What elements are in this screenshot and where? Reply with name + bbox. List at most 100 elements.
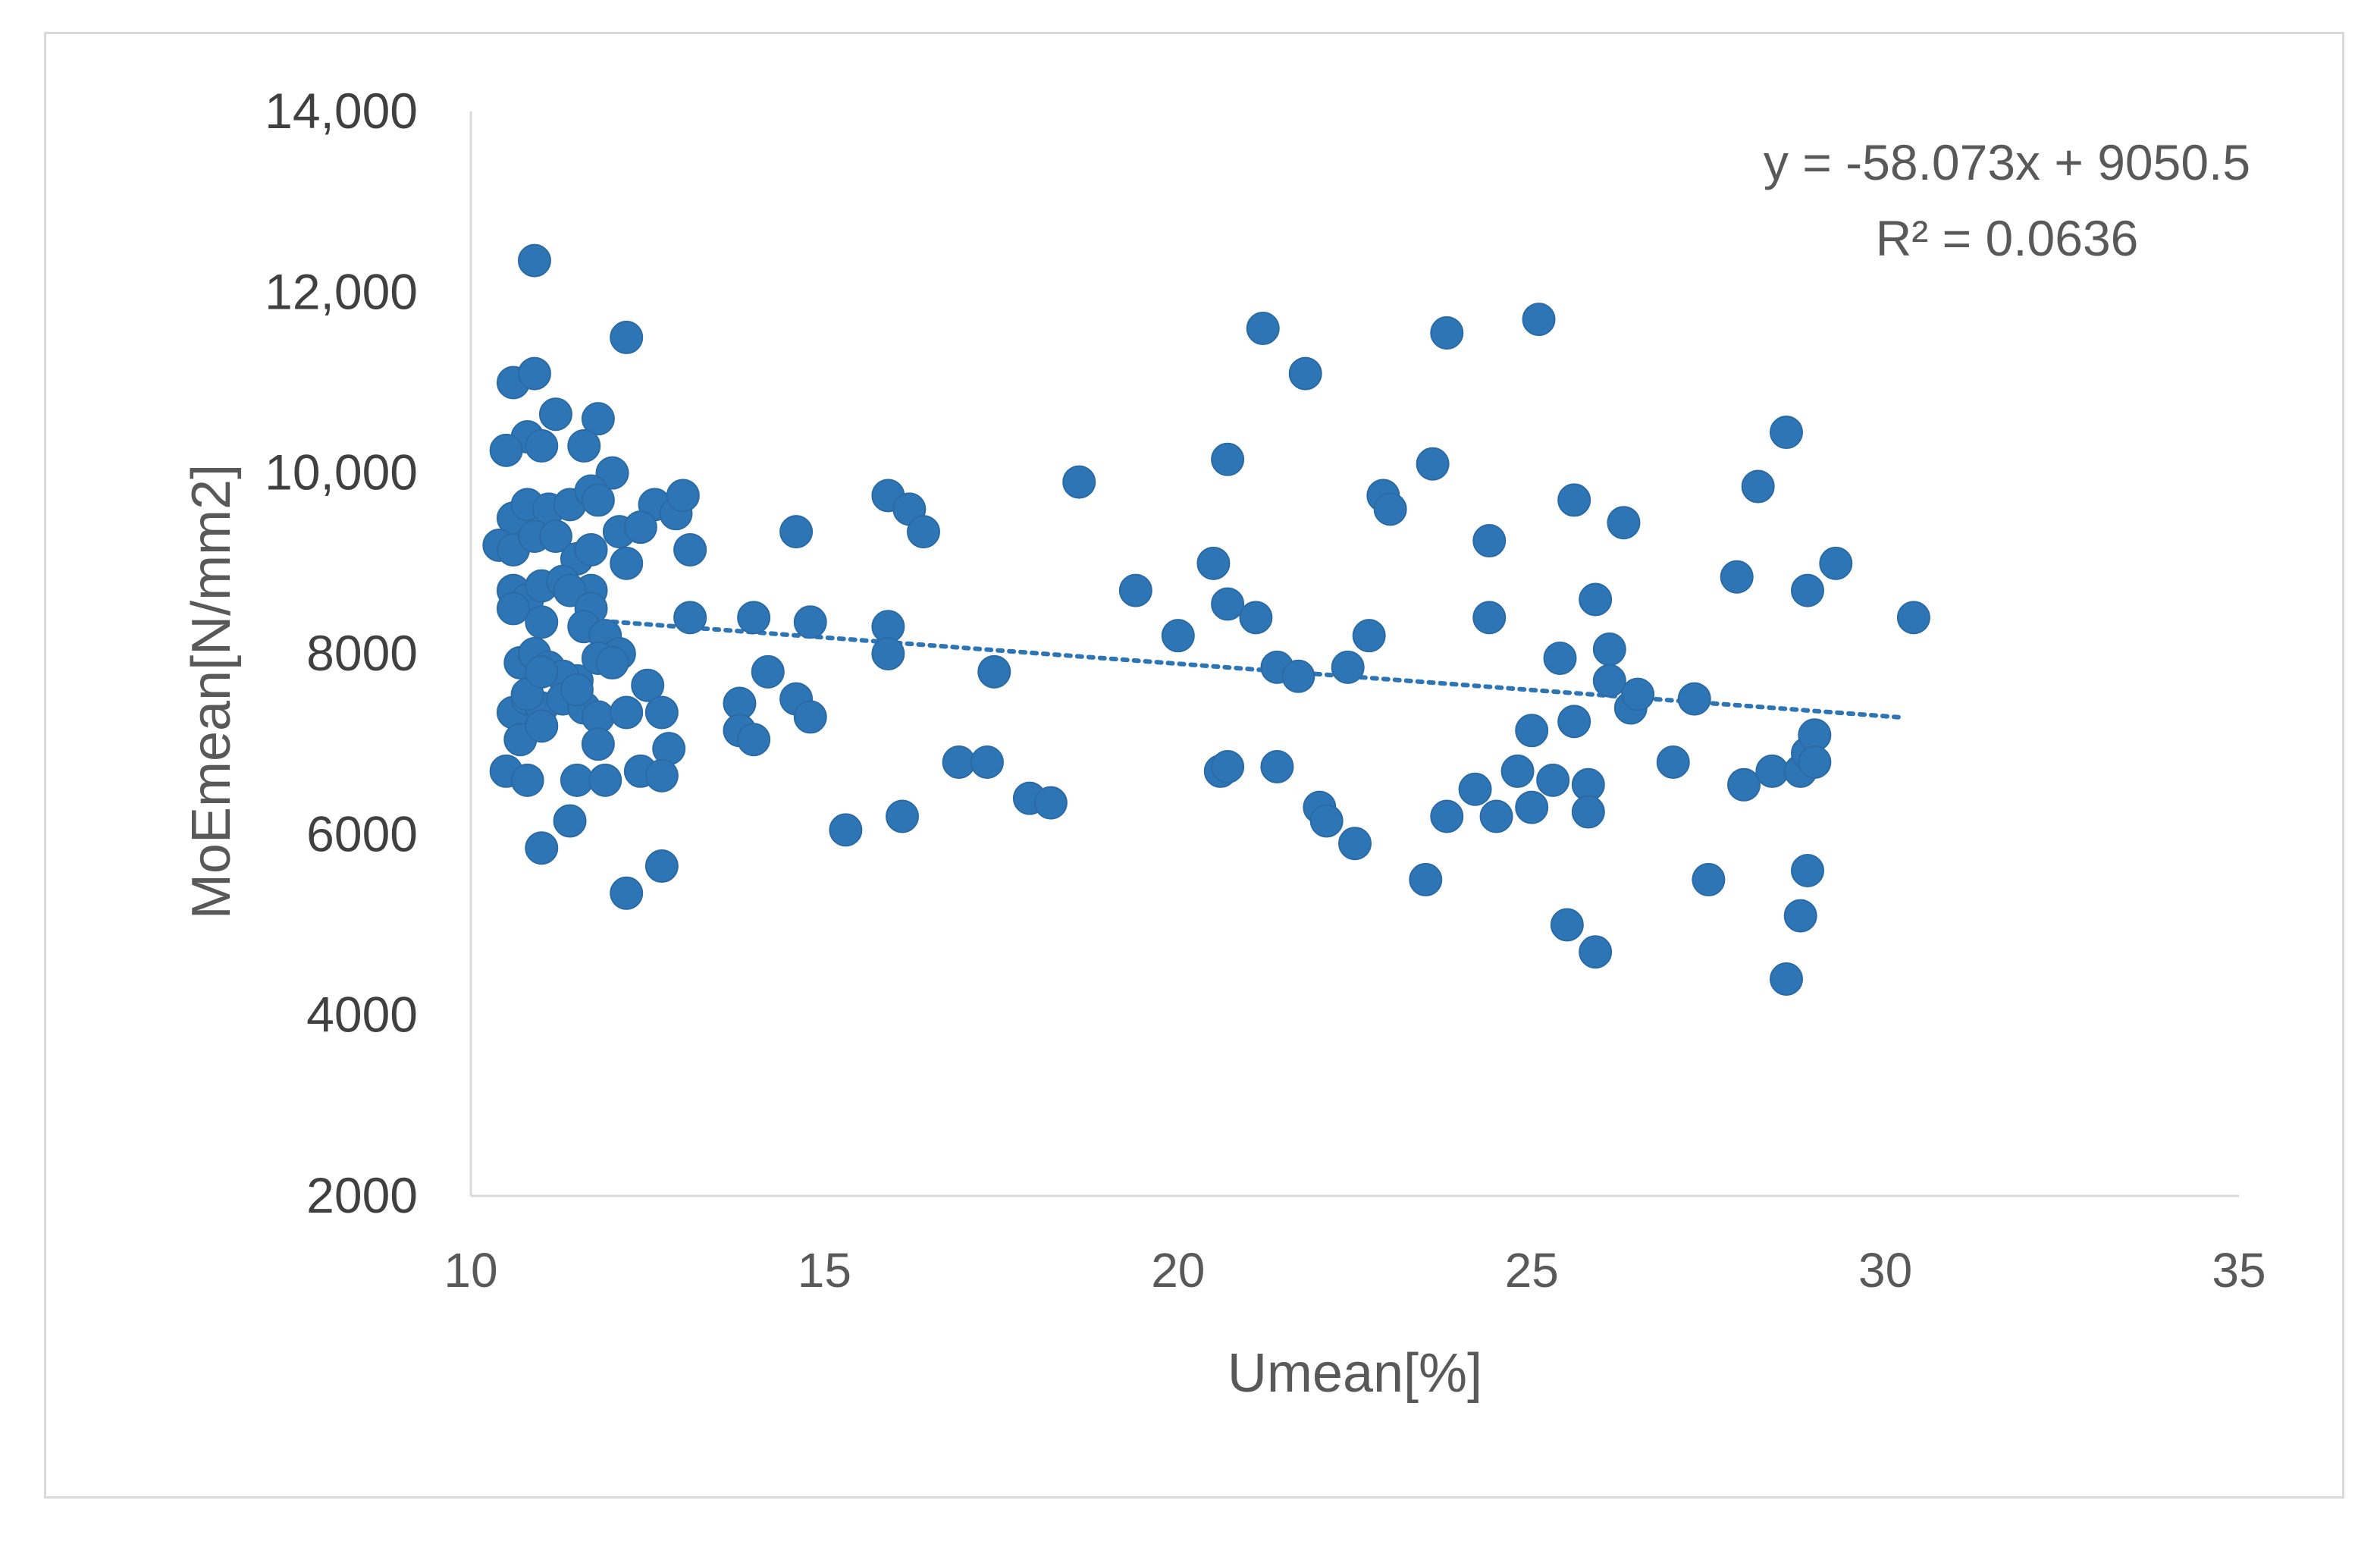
data-point: [1550, 908, 1584, 942]
x-tick-label: 15: [798, 1243, 851, 1298]
data-point: [510, 763, 544, 797]
x-tick-label: 30: [1858, 1243, 1912, 1298]
y-tick-label: 10,000: [265, 444, 418, 501]
data-point: [1211, 587, 1245, 621]
data-point: [1543, 641, 1577, 675]
y-tick-label: 4000: [306, 987, 418, 1043]
data-point: [1239, 601, 1273, 635]
x-axis-title: Umean[%]: [1228, 1343, 1482, 1404]
data-point: [525, 605, 559, 639]
data-point: [1260, 749, 1294, 783]
data-point: [525, 709, 559, 743]
data-point: [610, 876, 644, 910]
data-point: [1579, 935, 1613, 969]
data-point: [610, 546, 644, 580]
data-point: [1211, 749, 1245, 783]
data-point: [631, 668, 665, 702]
data-point: [595, 645, 629, 679]
data-point: [1727, 767, 1761, 802]
data-point: [829, 813, 863, 847]
data-point: [1798, 745, 1832, 779]
data-point: [525, 654, 559, 689]
data-point: [1416, 447, 1450, 481]
data-point: [1033, 786, 1068, 820]
y-tick-label: 6000: [306, 805, 418, 862]
data-point: [1458, 772, 1492, 806]
x-tick-label: 20: [1151, 1243, 1205, 1298]
data-point: [977, 654, 1011, 689]
data-point: [1770, 962, 1804, 996]
data-point: [1592, 632, 1626, 667]
data-point: [1741, 469, 1775, 504]
data-point: [673, 601, 707, 635]
y-tick-label: 14,000: [265, 83, 418, 139]
data-point: [1692, 862, 1726, 896]
data-point: [1656, 745, 1690, 779]
data-point: [1338, 827, 1372, 861]
data-point: [1352, 619, 1386, 653]
data-point: [1896, 601, 1930, 635]
data-point: [538, 519, 572, 554]
data-point: [1557, 705, 1591, 739]
data-point: [1579, 582, 1613, 617]
data-point: [793, 700, 827, 734]
data-point: [1515, 714, 1549, 748]
data-point: [567, 428, 601, 463]
y-axis-title: MoEmean[N/mm2]: [181, 464, 242, 919]
data-point: [970, 745, 1004, 779]
data-point: [525, 831, 559, 865]
data-point: [1288, 356, 1322, 391]
data-point: [1720, 560, 1754, 594]
data-point: [496, 592, 530, 626]
data-point: [1479, 799, 1513, 833]
data-point: [1790, 573, 1824, 607]
data-point: [644, 758, 679, 792]
data-point: [1309, 804, 1344, 838]
data-point: [517, 243, 551, 278]
data-point: [1246, 312, 1280, 345]
data-point: [1373, 492, 1407, 526]
data-point: [779, 515, 814, 549]
data-point: [623, 510, 657, 545]
data-point: [553, 804, 587, 838]
data-point: [1118, 573, 1152, 607]
chart-frame: 10 15 20 25 30 35 2000 4000 6000 8000 10,000 12,00…: [44, 32, 2344, 1499]
data-point: [737, 723, 771, 757]
data-point: [1592, 664, 1626, 698]
data-point: [751, 654, 785, 689]
y-tick-label: 8000: [306, 625, 418, 681]
data-point: [1409, 862, 1443, 896]
data-point: [560, 763, 594, 797]
data-point: [1571, 795, 1605, 829]
data-point: [1062, 465, 1096, 499]
data-point: [1536, 763, 1570, 797]
data-point: [644, 849, 679, 883]
data-point: [1430, 315, 1464, 350]
data-point: [1281, 659, 1315, 693]
data-point: [1430, 799, 1464, 833]
trendline-equation: y = -58.073x + 9050.5: [1764, 134, 2250, 190]
data-point: [793, 605, 827, 639]
data-point: [1677, 682, 1711, 716]
scatter-plot: 10 15 20 25 30 35 2000 4000 6000 8000 10,000 12,00…: [181, 83, 2266, 1404]
data-point: [489, 433, 523, 467]
data-point: [906, 515, 940, 549]
data-point: [1196, 546, 1231, 580]
data-point: [1211, 442, 1245, 476]
data-point: [1819, 546, 1853, 580]
data-point: [1522, 303, 1556, 337]
data-point: [1770, 416, 1804, 450]
data-point: [610, 695, 644, 730]
data-point: [666, 479, 700, 513]
data-point: [1607, 506, 1641, 540]
data-point: [538, 397, 572, 432]
y-tick-label: 2000: [306, 1167, 418, 1223]
data-point: [1783, 899, 1817, 933]
data-point: [942, 745, 976, 779]
data-point: [673, 532, 707, 566]
data-point: [737, 601, 771, 635]
data-point: [525, 428, 559, 463]
data-point: [1755, 754, 1789, 788]
data-point: [1331, 650, 1365, 684]
data-point: [588, 763, 622, 797]
